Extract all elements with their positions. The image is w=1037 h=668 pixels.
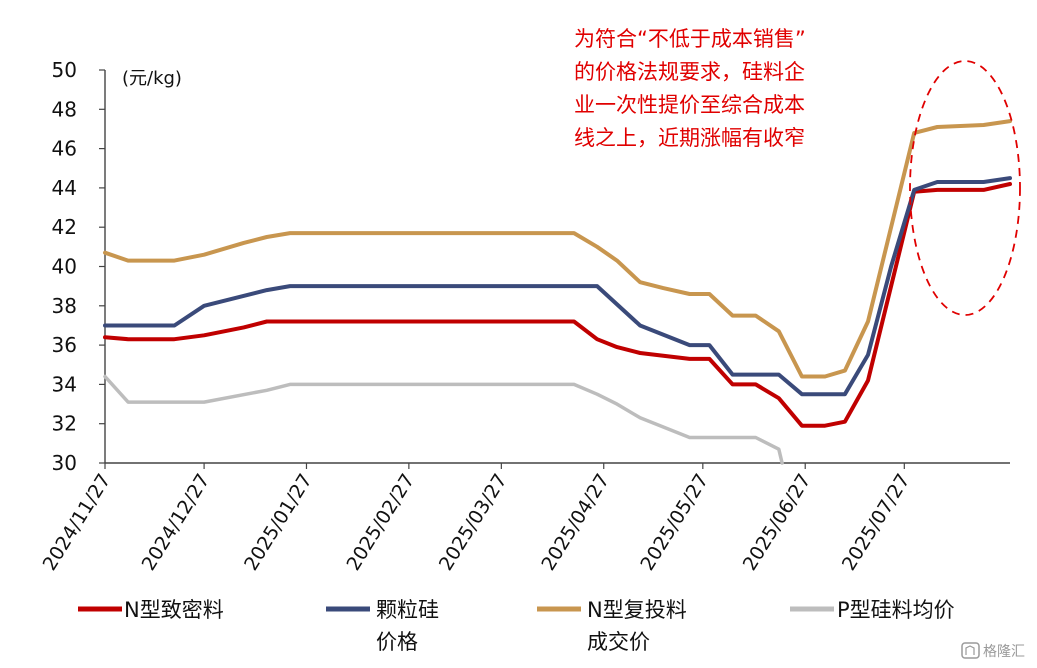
legend-label-line-2: 成交价 [587,630,650,654]
x-tick-label: 2025/05/27 [636,470,713,575]
watermark-text: 格隆汇 [983,644,1025,660]
legend-label: N型致密料 [124,598,224,622]
legend-label-line-1: 颗粒硅 [376,598,439,622]
y-tick-label: 32 [52,412,77,436]
y-tick-label: 38 [52,294,77,318]
y-axis-unit-label: (元/kg) [122,68,182,89]
series-line-2 [103,176,1012,397]
y-axis: 30 32 34 36 38 40 42 44 46 48 50 [52,58,106,475]
series-layer [103,119,1012,465]
legend-label-line-1: N型复投料 [587,598,687,622]
series-line-4 [103,374,784,465]
legend-label: P型硅料均价 [837,598,955,622]
highlight-ellipse [909,60,1021,316]
x-axis: 2024/11/27 2024/12/27 2025/01/27 2025/02/27… [39,462,1010,575]
legend-item-granular: 颗粒硅 价格 [326,598,439,654]
legend-label-line-2: 价格 [376,630,418,654]
legend: N型致密料 颗粒硅 价格 N型复投料 成交价 P型硅料均价 [78,598,955,654]
y-tick-label: 40 [52,255,77,279]
y-tick-label: 46 [52,137,77,161]
x-tick-label: 2024/11/27 [39,470,116,575]
legend-item-n-recast: N型复投料 成交价 [537,598,687,654]
x-tick-label: 2025/06/27 [739,470,816,575]
legend-item-p-type: P型硅料均价 [790,598,955,622]
y-tick-label: 44 [52,176,77,200]
x-tick-label: 2024/12/27 [138,470,215,575]
x-tick-label: 2025/02/27 [342,470,419,575]
building-logo-icon [961,642,980,659]
y-tick-label: 36 [52,333,77,357]
y-tick-label: 30 [52,451,77,475]
y-tick-label: 50 [52,58,77,82]
y-tick-label: 34 [52,372,77,396]
annotation-line-1: 为符合“不低于成本销售” [574,27,806,51]
x-tick-label: 2025/01/27 [240,470,317,575]
annotation-line-2: 的价格法规要求，硅料企 [574,60,805,84]
series-line-3 [103,119,1012,379]
x-tick-label: 2025/03/27 [435,470,512,575]
annotation-line-3: 业一次性提价至综合成本 [574,93,805,117]
building-logo-icon-mark [965,645,975,655]
legend-item-n-dense: N型致密料 [78,598,224,622]
x-tick-label: 2025/04/27 [537,470,614,575]
annotation-note: 为符合“不低于成本销售” 的价格法规要求，硅料企 业一次性提价至综合成本 线之上… [574,27,806,150]
annotation-line-4: 线之上，近期涨幅有收窄 [574,126,805,150]
y-tick-label: 42 [52,215,77,239]
watermark: 格隆汇 [961,642,1025,660]
x-tick-label: 2025/07/27 [838,470,915,575]
y-tick-label: 48 [52,97,77,121]
series-line-1 [103,182,1012,428]
